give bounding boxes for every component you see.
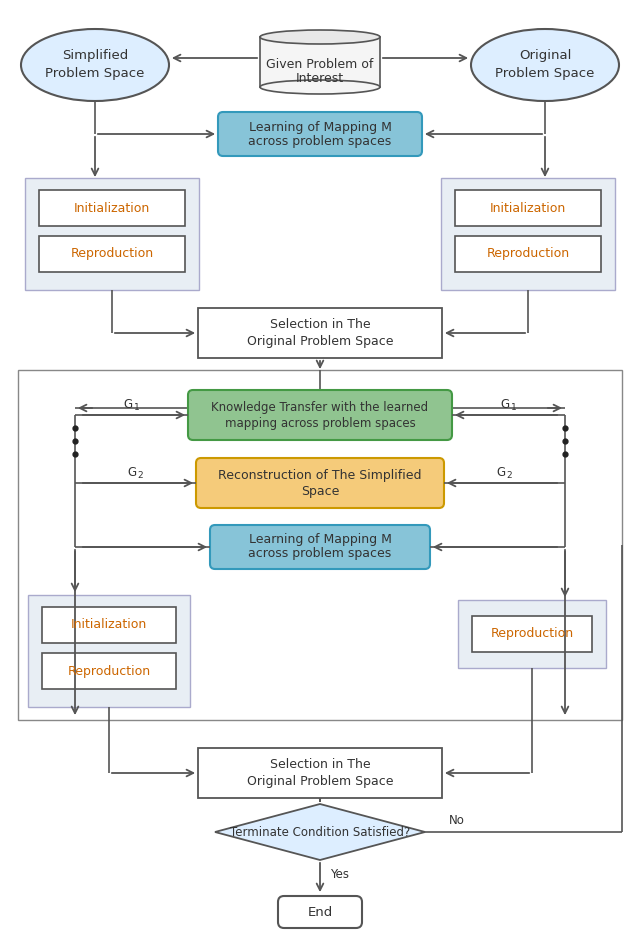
Text: Original Problem Space: Original Problem Space [247, 775, 393, 788]
Text: No: No [449, 813, 465, 826]
Text: Knowledge Transfer with the learned: Knowledge Transfer with the learned [211, 400, 429, 414]
Bar [18, 370, 622, 720]
Bar [455, 190, 601, 226]
Ellipse shape [260, 30, 380, 44]
Text: Learning of Mapping M: Learning of Mapping M [248, 120, 392, 133]
Text: Selection in The: Selection in The [269, 319, 371, 332]
Bar [39, 236, 185, 272]
Bar [458, 600, 606, 668]
Text: Initialization: Initialization [490, 201, 566, 214]
Text: G: G [127, 466, 136, 479]
Text: Initialization: Initialization [74, 201, 150, 214]
Bar [455, 236, 601, 272]
Text: Reconstruction of The Simplified: Reconstruction of The Simplified [218, 468, 422, 481]
Text: 2: 2 [138, 472, 143, 480]
FancyBboxPatch shape [196, 458, 444, 508]
Text: across problem spaces: across problem spaces [248, 134, 392, 148]
Text: Terminate Condition Satisfied?: Terminate Condition Satisfied? [230, 825, 410, 838]
Text: mapping across problem spaces: mapping across problem spaces [225, 416, 415, 430]
Text: Selection in The: Selection in The [269, 759, 371, 772]
Polygon shape [215, 804, 425, 860]
Text: across problem spaces: across problem spaces [248, 547, 392, 560]
FancyBboxPatch shape [278, 896, 362, 928]
Bar [261, 37, 379, 62]
Bar [198, 748, 442, 798]
Text: 1: 1 [511, 403, 516, 413]
Text: Original Problem Space: Original Problem Space [247, 335, 393, 348]
Text: G: G [496, 466, 505, 479]
Text: Initialization: Initialization [71, 619, 147, 632]
Bar [39, 190, 185, 226]
Text: 1: 1 [134, 403, 140, 413]
Bar [260, 37, 380, 87]
Text: Problem Space: Problem Space [495, 67, 595, 80]
Ellipse shape [21, 29, 169, 101]
Text: Space: Space [301, 484, 339, 497]
Text: Simplified: Simplified [62, 50, 128, 62]
Text: Interest: Interest [296, 71, 344, 85]
Text: Given Problem of: Given Problem of [266, 58, 374, 71]
Text: Reproduction: Reproduction [70, 247, 154, 260]
Text: Problem Space: Problem Space [45, 67, 145, 80]
Text: Reproduction: Reproduction [486, 247, 570, 260]
Text: G: G [500, 399, 509, 412]
Bar [42, 653, 176, 689]
Bar [198, 308, 442, 358]
FancyBboxPatch shape [188, 390, 452, 440]
Text: Reproduction: Reproduction [67, 665, 150, 678]
Bar [472, 616, 592, 652]
Bar [28, 595, 190, 707]
Bar [42, 607, 176, 643]
Ellipse shape [260, 80, 380, 94]
Text: Yes: Yes [330, 868, 349, 881]
FancyBboxPatch shape [210, 525, 430, 569]
FancyBboxPatch shape [218, 112, 422, 156]
Text: 2: 2 [506, 472, 512, 480]
Bar [25, 178, 199, 290]
Bar [441, 178, 615, 290]
Text: Learning of Mapping M: Learning of Mapping M [248, 534, 392, 546]
Text: End: End [307, 905, 333, 918]
Text: Original: Original [519, 50, 571, 62]
Text: G: G [123, 399, 132, 412]
Ellipse shape [471, 29, 619, 101]
Text: Reproduction: Reproduction [490, 628, 573, 640]
